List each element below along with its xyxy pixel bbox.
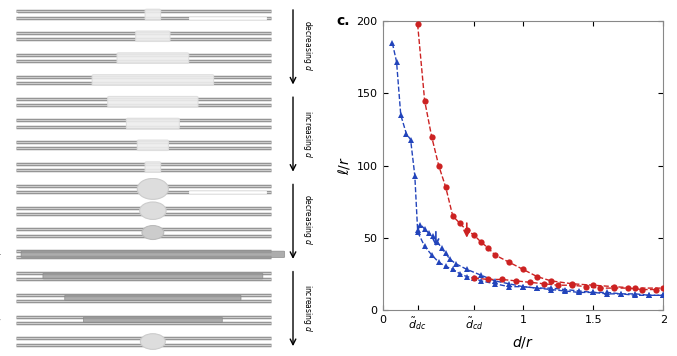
Ellipse shape: [140, 334, 165, 349]
Ellipse shape: [142, 226, 164, 240]
FancyBboxPatch shape: [127, 118, 179, 129]
FancyBboxPatch shape: [108, 96, 198, 107]
Text: increasing $d$: increasing $d$: [301, 284, 314, 333]
FancyBboxPatch shape: [135, 31, 170, 42]
Text: $d_{dc}$: $d_{dc}$: [0, 247, 2, 261]
FancyBboxPatch shape: [83, 317, 222, 322]
Text: increasing $d$: increasing $d$: [301, 110, 314, 159]
Text: a.: a.: [7, 5, 20, 18]
FancyBboxPatch shape: [92, 75, 214, 85]
Text: b.: b.: [7, 180, 20, 193]
FancyBboxPatch shape: [65, 295, 241, 300]
Ellipse shape: [137, 178, 169, 199]
FancyBboxPatch shape: [137, 140, 169, 151]
FancyBboxPatch shape: [21, 251, 284, 257]
FancyBboxPatch shape: [43, 273, 263, 279]
Text: c.: c.: [336, 14, 350, 28]
FancyBboxPatch shape: [145, 162, 160, 172]
Ellipse shape: [139, 202, 166, 219]
X-axis label: $d/r$: $d/r$: [512, 334, 534, 350]
Text: decreasing $d$: decreasing $d$: [301, 194, 314, 246]
FancyBboxPatch shape: [117, 53, 189, 63]
Y-axis label: $\ell/r$: $\ell/r$: [336, 156, 352, 175]
FancyBboxPatch shape: [145, 9, 160, 20]
Text: $d_{cd}$: $d_{cd}$: [0, 313, 2, 327]
Text: decreasing $d$: decreasing $d$: [301, 20, 314, 71]
